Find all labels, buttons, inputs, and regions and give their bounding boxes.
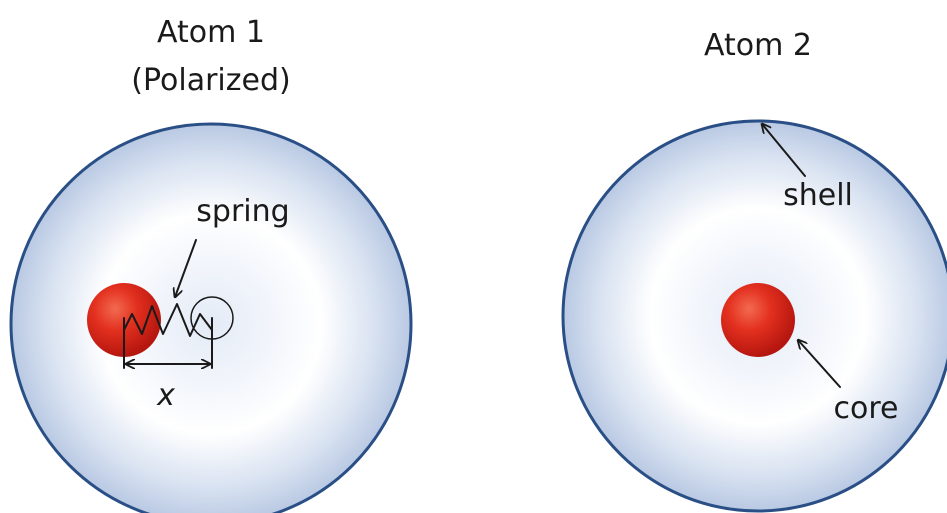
atom-1-title: Atom 1	[157, 15, 265, 50]
spring-zigzag	[123, 303, 213, 337]
atom-1-subtitle: (Polarized)	[131, 63, 290, 98]
atom-2-core	[721, 283, 795, 357]
atom-1-group: Atom 1 (Polarized) spring x	[9, 15, 413, 513]
atom-2-group: Atom 2 shell core	[561, 28, 947, 513]
shell-label: shell	[783, 178, 853, 213]
atom-2-title: Atom 2	[704, 28, 812, 63]
core-label: core	[834, 391, 899, 426]
core-arrow	[798, 340, 841, 388]
shell-arrow	[762, 124, 806, 177]
displacement-label: x	[156, 378, 175, 413]
spring-label: spring	[196, 194, 289, 229]
spring-arrow	[175, 239, 197, 297]
